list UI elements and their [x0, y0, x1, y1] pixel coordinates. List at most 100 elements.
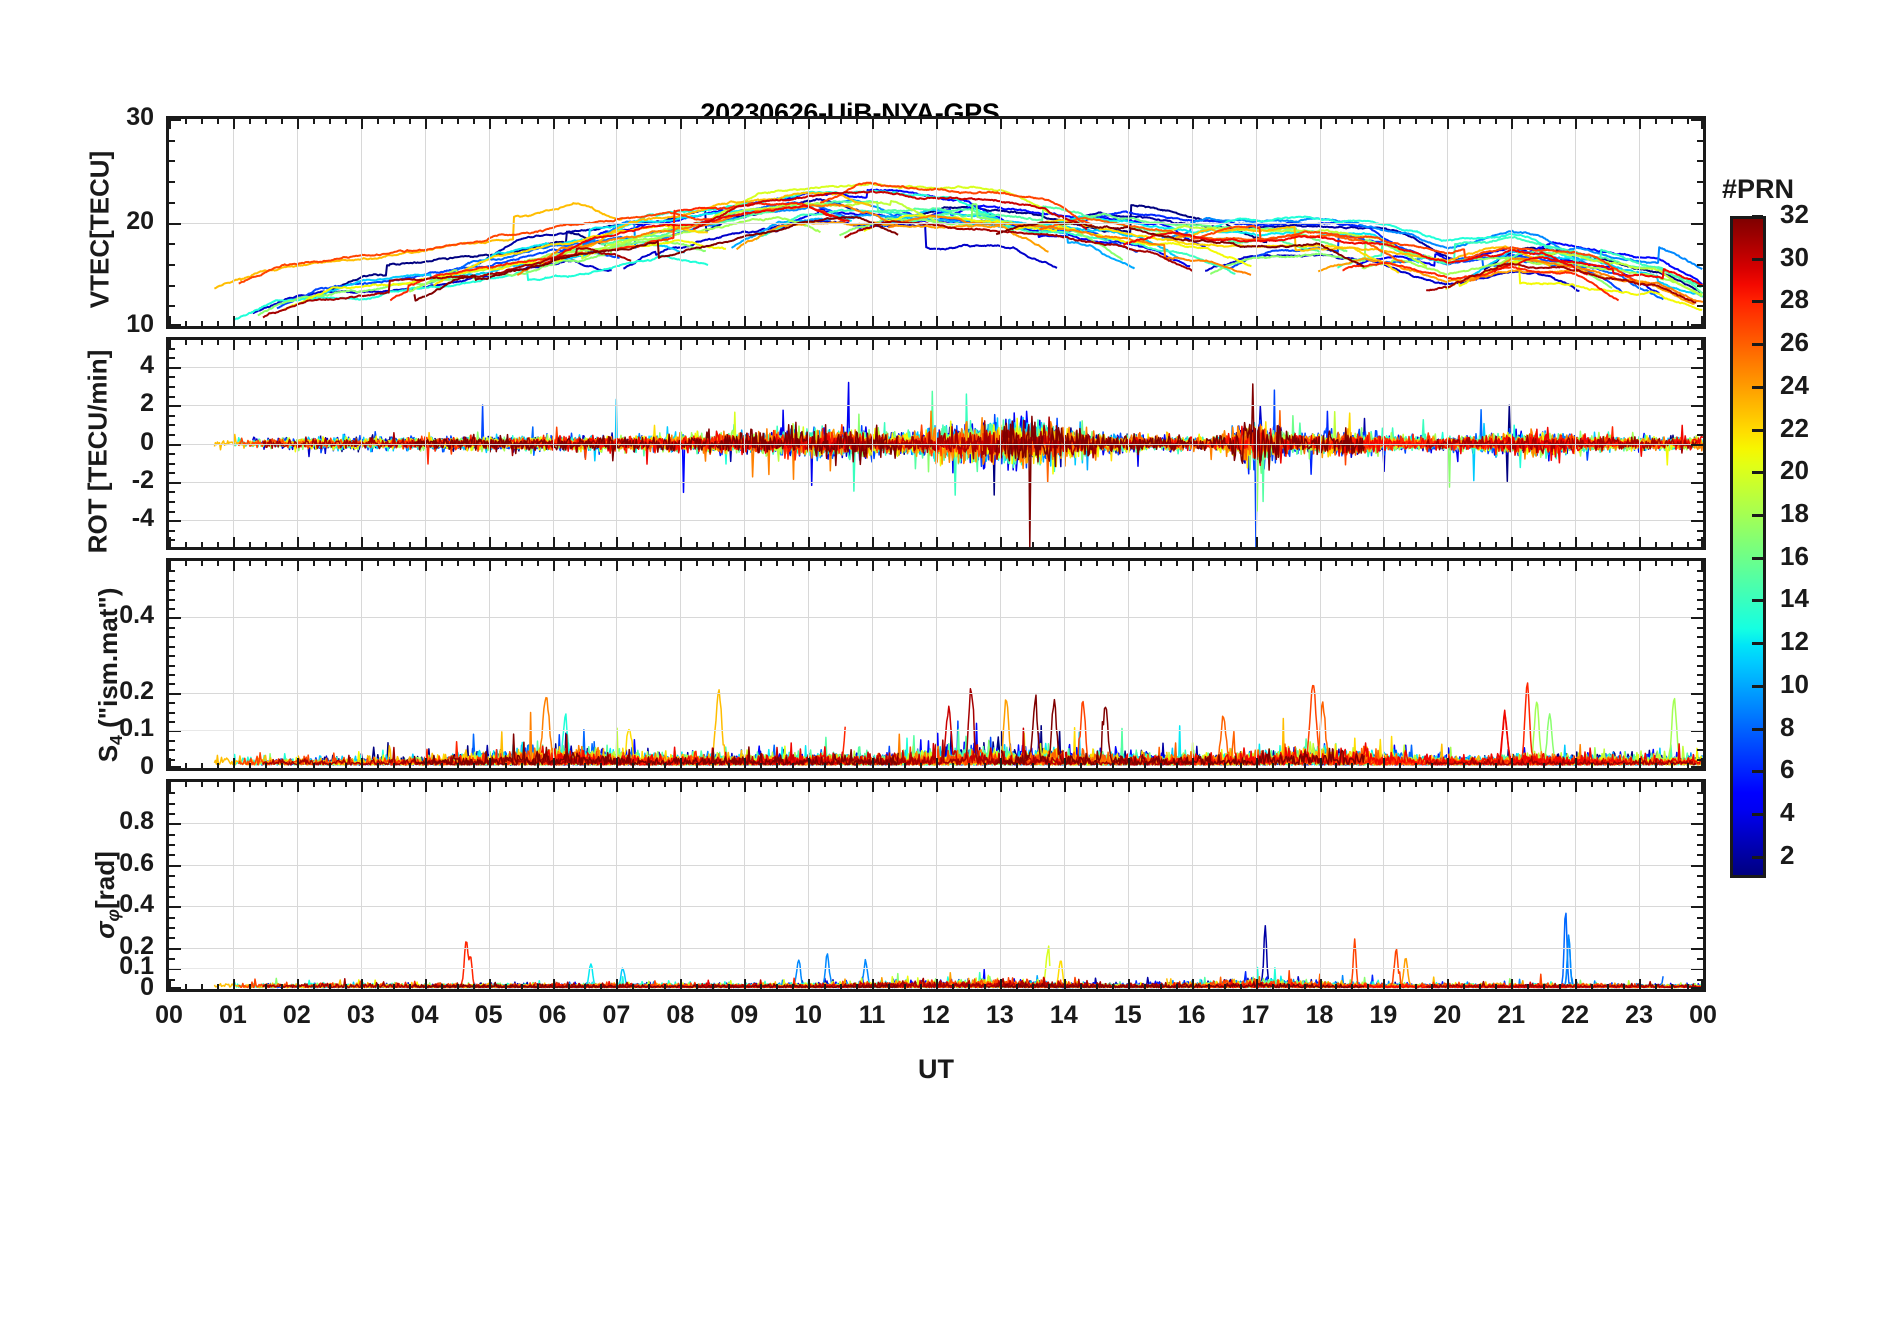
x-tick-minor — [696, 542, 699, 547]
x-tick — [936, 979, 938, 989]
x-tick-minor — [904, 321, 907, 326]
x-tick — [872, 119, 875, 129]
x-tick-minor — [1031, 340, 1034, 345]
x-tick-minor — [983, 340, 986, 345]
data-series-line — [584, 689, 873, 766]
x-tick-minor — [328, 763, 331, 768]
colorbar-tick-label: 16 — [1780, 540, 1809, 571]
x-tick — [1511, 537, 1514, 547]
x-tick — [360, 782, 363, 792]
data-series-line — [1464, 250, 1703, 298]
y-tick-minor — [169, 906, 175, 909]
x-tick — [999, 782, 1002, 792]
y-tick-minor — [1697, 885, 1703, 888]
y-tick-minor — [1697, 386, 1703, 388]
data-series-line — [1337, 236, 1702, 289]
x-tick-minor — [1543, 561, 1546, 566]
data-series-line — [584, 191, 873, 249]
x-tick-minor — [1367, 119, 1370, 124]
data-series-line — [844, 688, 1193, 766]
x-tick-minor — [248, 561, 251, 566]
x-tick-minor — [1271, 782, 1274, 787]
data-series-line — [413, 981, 899, 989]
gridline-vertical — [1127, 782, 1129, 989]
colorbar-tick — [1752, 471, 1763, 475]
y-tick-minor — [169, 844, 175, 847]
x-tick-minor — [920, 340, 923, 345]
colorbar-tick-label: 28 — [1780, 284, 1809, 315]
x-tick — [1383, 537, 1386, 547]
y-tick-minor — [169, 692, 175, 695]
panel-rot — [166, 337, 1706, 550]
x-tick-minor — [520, 561, 523, 566]
x-tick-minor — [951, 782, 954, 787]
data-series-line — [735, 221, 1049, 253]
x-tick-minor — [1031, 119, 1034, 124]
colorbar[interactable] — [1730, 216, 1766, 878]
x-tick-minor — [1159, 542, 1162, 547]
x-tick-minor — [696, 782, 699, 787]
x-tick-minor — [1495, 542, 1498, 547]
x-tick-minor — [1415, 542, 1418, 547]
x-tick — [552, 561, 555, 571]
x-tick-label: 10 — [794, 1001, 823, 1029]
x-tick-minor — [1623, 782, 1626, 787]
x-tick-minor — [1559, 984, 1562, 989]
x-tick-minor — [648, 340, 651, 345]
x-tick-minor — [983, 561, 986, 566]
gridline-vertical — [936, 561, 937, 768]
x-tick-minor — [504, 561, 507, 566]
colorbar-tick — [1752, 642, 1763, 646]
x-tick-minor — [328, 782, 331, 787]
x-tick — [936, 561, 938, 571]
x-tick-minor — [1239, 119, 1242, 124]
x-tick — [1063, 316, 1066, 326]
x-tick-minor — [1287, 984, 1290, 989]
y-tick-minor — [1697, 139, 1703, 142]
colorbar-tick — [1752, 343, 1763, 347]
colorbar-tick-label: 6 — [1780, 754, 1795, 785]
x-tick-minor — [1527, 340, 1530, 345]
colorbar-tick-label: 24 — [1780, 369, 1809, 400]
x-tick-minor — [1079, 984, 1082, 989]
gridline-vertical — [1511, 782, 1513, 989]
x-tick — [936, 119, 938, 129]
x-tick-minor — [504, 119, 507, 124]
x-tick-minor — [1463, 542, 1466, 547]
gridline-vertical — [1319, 782, 1321, 989]
x-tick-minor — [1159, 340, 1162, 345]
colorbar-tick-label: 12 — [1780, 626, 1809, 657]
x-tick — [808, 758, 811, 768]
x-tick-minor — [328, 561, 331, 566]
x-tick-minor — [1415, 119, 1418, 124]
x-tick-minor — [600, 561, 603, 566]
x-tick-minor — [1415, 340, 1418, 345]
y-tick-minor — [1697, 683, 1703, 686]
x-tick-label: 19 — [1369, 1001, 1398, 1029]
x-tick-minor — [664, 340, 667, 345]
x-tick — [744, 979, 747, 989]
y-tick-minor — [169, 366, 175, 369]
y-tick-minor — [1697, 813, 1703, 816]
x-tick — [1063, 979, 1066, 989]
x-tick-minor — [520, 763, 523, 768]
x-tick-label: 12 — [922, 1001, 950, 1029]
x-tick — [1255, 561, 1258, 571]
x-tick — [552, 782, 555, 792]
x-tick-minor — [904, 119, 907, 124]
x-tick-minor — [1687, 561, 1690, 566]
x-tick — [296, 561, 299, 571]
x-tick-minor — [568, 321, 571, 326]
x-tick-minor — [951, 763, 954, 768]
y-tick-label: 0.6 — [119, 848, 154, 877]
y-tick-minor — [1697, 926, 1703, 929]
y-tick-minor — [169, 916, 175, 919]
x-tick — [1701, 979, 1703, 989]
x-tick-minor — [1687, 340, 1690, 345]
x-tick-minor — [1287, 782, 1290, 787]
x-tick-minor — [1415, 763, 1418, 768]
x-tick-minor — [856, 984, 859, 989]
colorbar-tick — [1752, 556, 1763, 560]
x-tick-minor — [280, 119, 283, 124]
x-tick-label: 16 — [1177, 1001, 1206, 1029]
